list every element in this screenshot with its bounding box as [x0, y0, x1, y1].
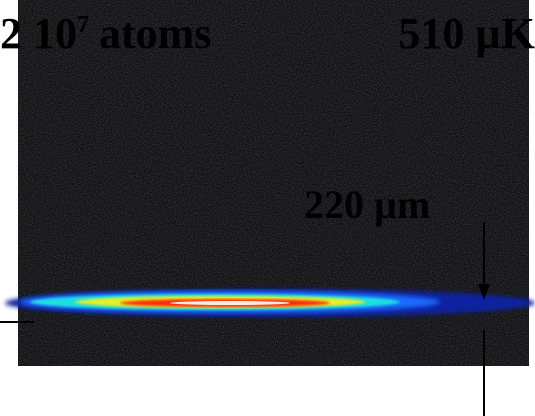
atom-count-exponent: 7	[77, 12, 89, 38]
atom-cloud	[5, 289, 535, 317]
cloud-core	[170, 301, 290, 305]
absorption-image-figure: 2 107 atoms 510 µK 220 µm	[0, 0, 535, 416]
atom-count-unit: atoms	[99, 9, 211, 58]
atom-count-mantissa: 2 10	[0, 9, 77, 58]
atom-count-label: 2 107 atoms	[0, 9, 211, 58]
scale-label: 220 µm	[304, 182, 430, 227]
temperature-label: 510 µK	[398, 9, 535, 58]
